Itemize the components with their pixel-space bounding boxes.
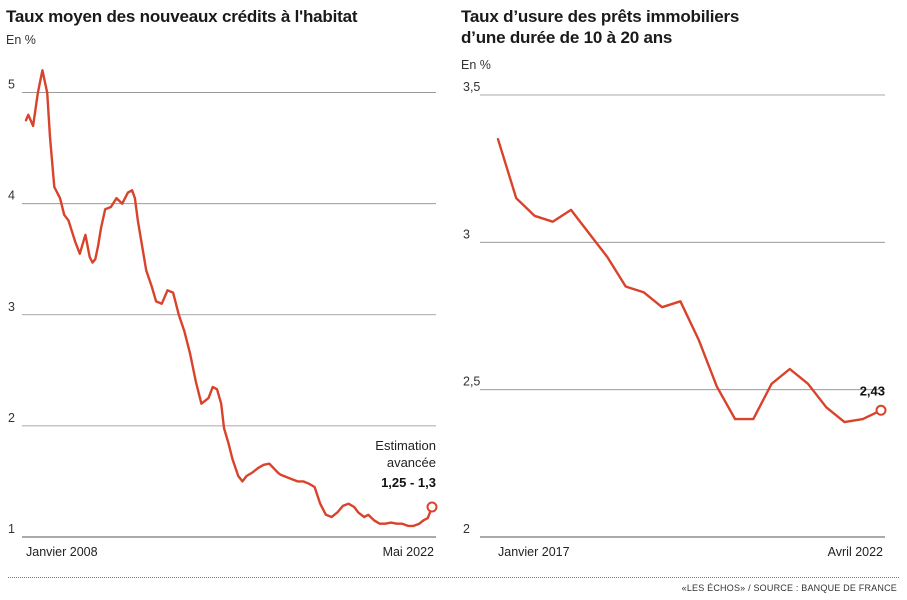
left-y-tick-label: 3: [8, 300, 15, 314]
left-line-chart: 1 2 3 4 5 Janvier 2008 Mai 2022 Estimation avanc…: [8, 69, 438, 559]
right-chart-unit: En %: [461, 58, 491, 72]
right-line-chart: 2 2,5 3 3,5 Janvier 2017 Avril 2022 2,43: [463, 80, 887, 559]
left-chart-panel: Taux moyen des nouveaux crédits à l'habi…: [0, 0, 450, 570]
right-end-value-label: 2,43: [860, 383, 885, 398]
left-annotation-line-1: Estimation: [375, 438, 436, 453]
left-chart-title: Taux moyen des nouveaux crédits à l'habi…: [6, 7, 358, 26]
right-end-point: [875, 404, 887, 416]
right-x-tick-label-end: Avril 2022: [828, 545, 883, 559]
right-chart-title-line-1: Taux d’usure des prêts immobiliers: [461, 7, 740, 26]
left-series-line: [24, 69, 434, 528]
right-series-line: [496, 137, 883, 424]
footer-divider: [8, 577, 899, 578]
left-y-tick-label: 4: [8, 189, 15, 203]
left-x-tick-label-start: Janvier 2008: [26, 545, 98, 559]
right-x-tick-label-start: Janvier 2017: [498, 545, 570, 559]
right-y-tick-label: 2,5: [463, 375, 480, 389]
left-y-tick-label: 1: [8, 522, 15, 536]
left-chart-unit: En %: [6, 33, 36, 47]
right-chart-title-line-2: d’une durée de 10 à 20 ans: [461, 28, 673, 47]
left-annotation-line-2: avancée: [387, 455, 436, 470]
left-y-tick-label: 5: [8, 78, 15, 92]
source-credit: «LES ÉCHOS» / SOURCE : BANQUE DE FRANCE: [681, 583, 897, 593]
right-y-tick-label: 3,5: [463, 80, 480, 94]
left-end-point: [426, 501, 438, 513]
left-annotation-value: 1,25 - 1,3: [381, 475, 436, 490]
left-y-tick-label: 2: [8, 411, 15, 425]
left-x-tick-label-end: Mai 2022: [383, 545, 434, 559]
right-chart-panel: Taux d’usure des prêts immobiliers d’une…: [455, 0, 907, 570]
right-y-tick-label: 2: [463, 522, 470, 536]
right-y-tick-label: 3: [463, 227, 470, 241]
